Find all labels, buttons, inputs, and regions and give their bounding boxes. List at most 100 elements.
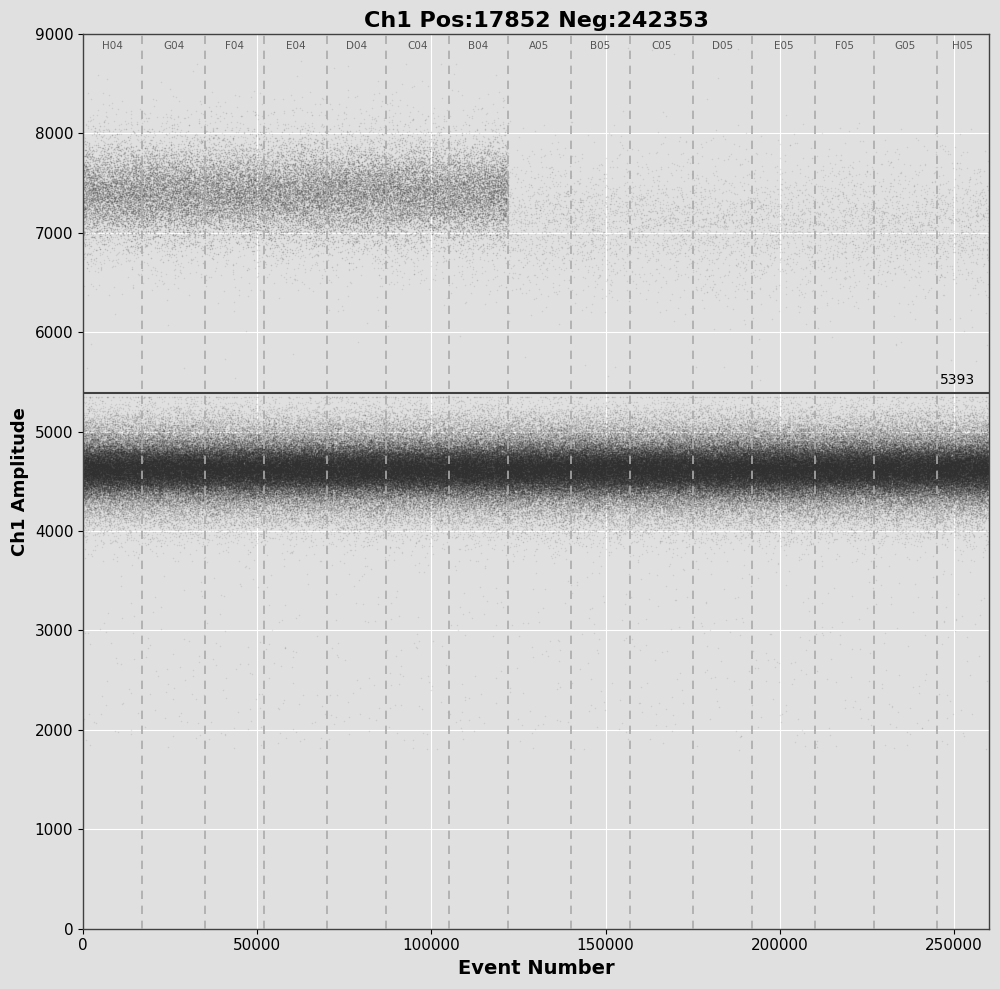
Point xyxy=(416,455,432,471)
Point xyxy=(321,418,337,434)
Point xyxy=(472,442,488,458)
Point xyxy=(173,481,189,496)
Point xyxy=(97,455,113,471)
Point xyxy=(146,460,162,476)
Point xyxy=(79,454,95,470)
Point xyxy=(551,447,567,463)
Point xyxy=(79,481,95,496)
Point xyxy=(78,463,94,479)
Point xyxy=(421,484,437,499)
Point xyxy=(504,468,520,484)
Point xyxy=(656,452,672,468)
Point xyxy=(828,446,844,462)
Point xyxy=(510,424,526,440)
Point xyxy=(416,466,432,482)
Point xyxy=(314,451,330,467)
Point xyxy=(581,463,597,479)
Point xyxy=(102,519,118,535)
Point xyxy=(260,458,276,474)
Point xyxy=(938,479,954,494)
Point xyxy=(732,417,748,433)
Point xyxy=(348,437,364,453)
Point xyxy=(84,449,100,465)
Point xyxy=(213,464,229,480)
Point xyxy=(376,473,392,489)
Point xyxy=(320,464,336,480)
Point xyxy=(792,476,808,492)
Point xyxy=(210,433,226,449)
Point xyxy=(416,499,432,515)
Point xyxy=(555,478,571,494)
Point xyxy=(596,423,612,439)
Point xyxy=(753,482,769,497)
Point xyxy=(270,510,286,526)
Point xyxy=(536,470,552,486)
Point xyxy=(115,456,131,472)
Point xyxy=(354,487,370,502)
Point xyxy=(316,480,332,495)
Point xyxy=(403,453,419,469)
Point xyxy=(139,480,155,495)
Point xyxy=(417,462,433,478)
Point xyxy=(301,486,317,501)
Point xyxy=(434,440,450,456)
Point xyxy=(918,474,934,490)
Point xyxy=(974,482,990,497)
Point xyxy=(495,467,511,483)
Point xyxy=(167,172,183,188)
Point xyxy=(367,461,383,477)
Point xyxy=(500,464,516,480)
Point xyxy=(601,267,617,283)
Point xyxy=(392,447,408,463)
Point xyxy=(808,462,824,478)
Point xyxy=(337,444,353,460)
Point xyxy=(239,464,255,480)
Point xyxy=(640,446,656,462)
Point xyxy=(159,498,175,514)
Point xyxy=(234,469,250,485)
Point xyxy=(265,452,281,468)
Point xyxy=(91,183,107,199)
Point xyxy=(293,455,309,471)
Point xyxy=(308,471,324,487)
Point xyxy=(932,453,948,469)
Point xyxy=(424,463,440,479)
Point xyxy=(778,449,794,465)
Point xyxy=(366,158,382,174)
Point xyxy=(668,485,684,500)
Point xyxy=(430,472,446,488)
Point xyxy=(433,433,449,449)
Point xyxy=(351,523,367,539)
Point xyxy=(84,472,100,488)
Point xyxy=(680,460,696,476)
Point xyxy=(97,141,113,157)
Point xyxy=(783,467,799,483)
Point xyxy=(701,483,717,498)
Point xyxy=(118,470,134,486)
Point xyxy=(147,474,163,490)
Point xyxy=(377,500,393,516)
Point xyxy=(621,476,637,492)
Point xyxy=(853,443,869,459)
Point xyxy=(805,463,821,479)
Point xyxy=(183,470,199,486)
Point xyxy=(267,429,283,445)
Point xyxy=(502,492,518,507)
Point xyxy=(432,441,448,457)
Point xyxy=(318,458,334,474)
Point xyxy=(480,175,496,191)
Point xyxy=(750,485,766,500)
Point xyxy=(237,479,253,494)
Point xyxy=(962,440,978,456)
Point xyxy=(327,446,343,462)
Point xyxy=(771,461,787,477)
Point xyxy=(964,465,980,481)
Point xyxy=(955,440,971,456)
Point xyxy=(496,470,512,486)
Point xyxy=(532,452,548,468)
Point xyxy=(103,424,119,440)
Point xyxy=(318,477,334,493)
Point xyxy=(784,471,800,487)
Point xyxy=(652,485,668,500)
Point xyxy=(830,456,846,472)
